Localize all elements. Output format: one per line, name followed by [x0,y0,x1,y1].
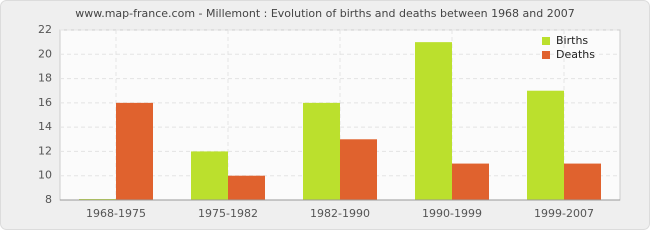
bar [415,42,452,201]
y-tick-label: 16 [38,96,52,109]
legend-swatch [542,51,550,59]
bar [116,102,153,200]
bar [564,163,601,200]
x-tick-label: 1975-1982 [198,207,258,220]
x-tick-label: 1990-1999 [422,207,482,220]
x-tick-label: 1968-1975 [86,207,146,220]
bar [191,151,228,200]
legend-swatch [542,37,550,45]
y-tick-label: 12 [38,144,52,157]
bar [228,175,265,200]
bar [340,139,377,200]
y-tick-label: 8 [45,193,52,206]
y-tick-label: 14 [38,120,52,133]
chart-title: www.map-france.com - Millemont : Evoluti… [75,7,575,20]
bar [303,102,340,200]
y-tick-label: 22 [38,23,52,36]
y-tick-label: 18 [38,72,52,85]
chart: www.map-france.com - Millemont : Evoluti… [0,0,650,230]
x-tick-label: 1999-2007 [534,207,594,220]
x-tick-label: 1982-1990 [310,207,370,220]
legend-label: Deaths [556,48,595,61]
bar [527,90,564,200]
bar [452,163,489,200]
y-tick-label: 20 [38,47,52,60]
legend-label: Births [556,34,588,47]
y-tick-label: 10 [38,169,52,182]
